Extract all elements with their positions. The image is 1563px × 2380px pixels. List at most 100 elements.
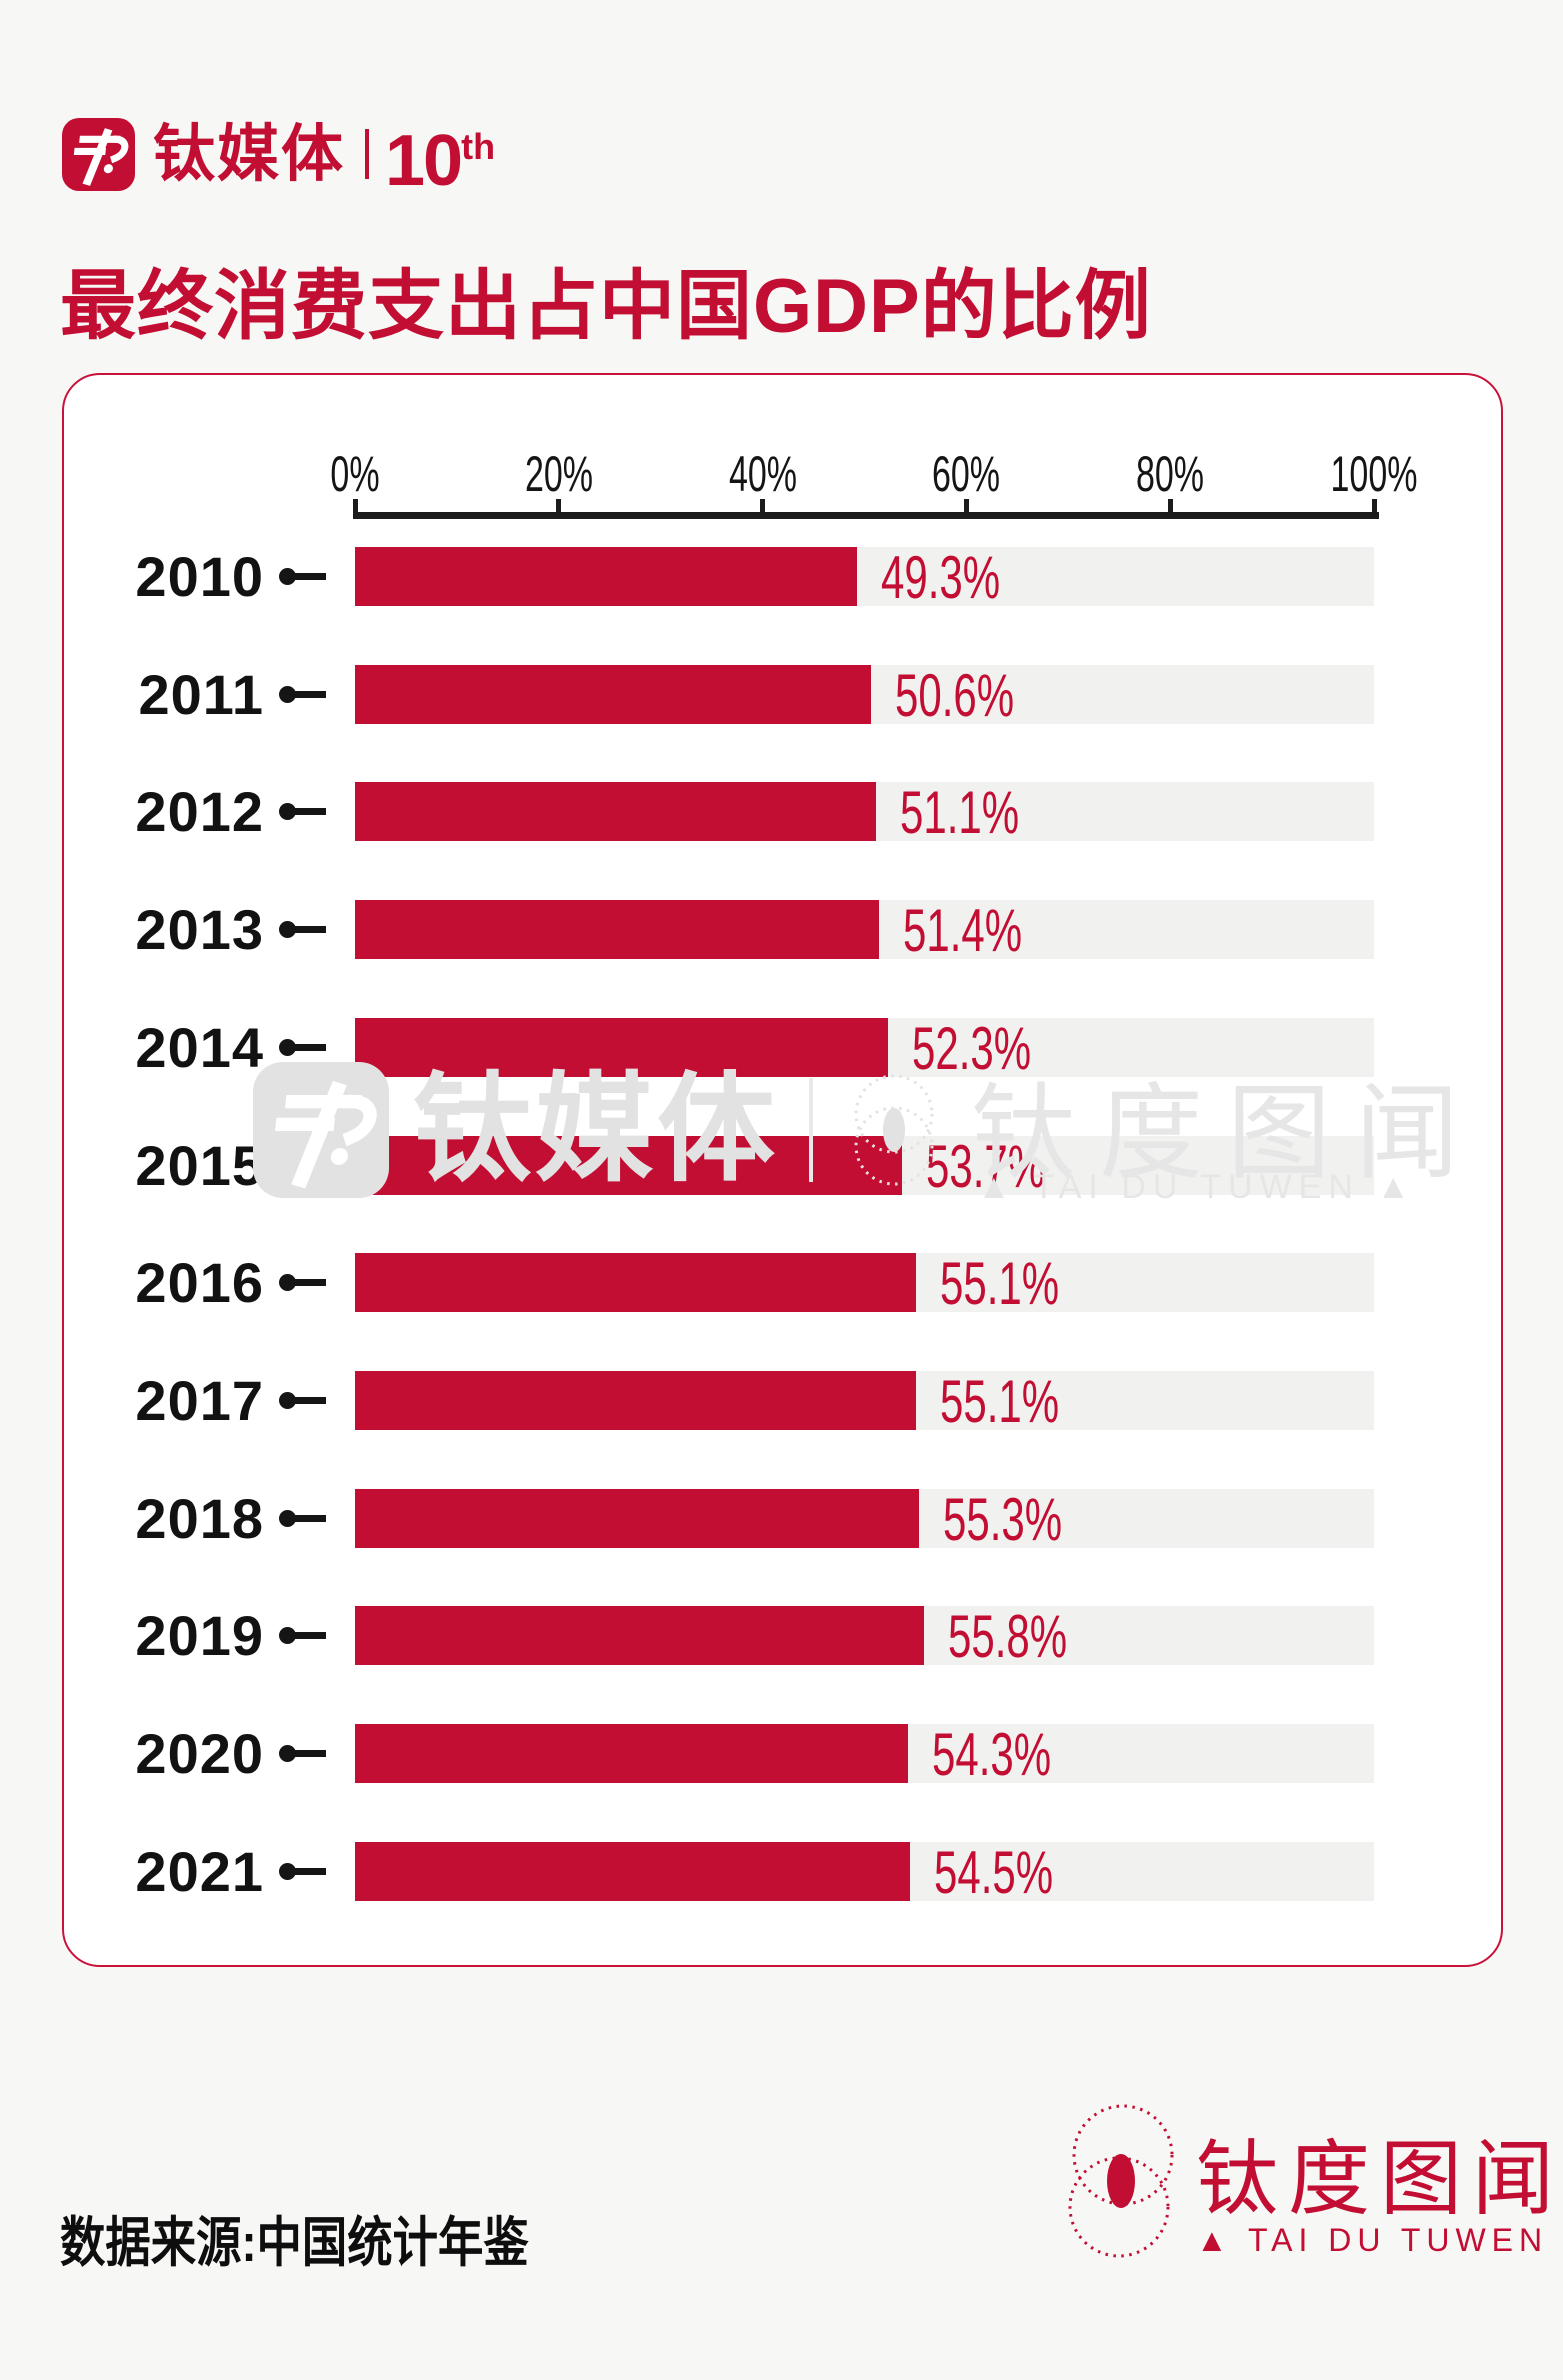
bar [355,1371,917,1430]
bar-value-label: 51.1% [899,779,1019,846]
year-label: 2014 [135,1016,264,1079]
taidu-tuwen-logo-tagline: ▲ TAI DU TUWEN ▲ [1196,2222,1563,2258]
bar [355,1606,924,1665]
table-row: 2013 51.4% [64,897,1501,964]
chart-card: 0% 20% 40% 60% 80% 100% 2010 49.3% 2011 50.6%… [62,373,1503,1967]
tmtpost-t-glyph [73,127,129,186]
x-axis-tick [556,499,562,519]
brand-name: 钛媒体 [153,119,346,189]
bar-value-label: 55.8% [947,1603,1067,1670]
leader-line [292,1279,326,1286]
bar-value-label: 53.7% [926,1133,1046,1200]
table-row: 2017 55.1% [64,1368,1501,1435]
x-axis-tick [1167,499,1173,519]
x-axis-tick-label: 80% [1136,446,1205,502]
bar-track: 52.3% [355,1018,1374,1079]
bar-track: 55.3% [355,1486,1374,1553]
bar-value-label: 55.1% [940,1250,1060,1317]
leader-dot-icon [279,921,296,938]
bar-value-label: 55.1% [940,1368,1060,1435]
taidu-tuwen-logo-name: 钛度图闻 [1196,2134,1563,2225]
year-label: 2012 [135,780,264,843]
x-axis-tick-label: 100% [1330,446,1418,502]
leader-line [292,691,326,698]
year-label: 2015 [135,1134,264,1197]
bar-value-label: 49.3% [881,544,1001,611]
bar [355,1489,919,1548]
table-row: 2016 55.1% [64,1250,1501,1317]
x-axis-tick [963,499,969,519]
bar-track: 55.1% [355,1368,1374,1435]
bar-value-label: 51.4% [902,897,1022,964]
table-row: 2011 50.6% [64,662,1501,729]
header: 钛媒体 10th [62,117,496,198]
anniversary-number: 10 [385,121,463,201]
table-row: 2021 54.5% [64,1839,1501,1906]
bar [355,900,879,959]
leader-line [292,808,326,815]
leader-dot-icon [279,803,296,820]
year-label: 2018 [135,1487,264,1550]
leader-line [292,1868,326,1875]
leader-dot-icon [279,1392,296,1409]
leader-line [292,1044,326,1051]
bar-track: 54.5% [355,1839,1374,1906]
leader-dot-icon [279,1627,296,1644]
x-axis-tick-label: 40% [728,446,797,502]
bar-track: 55.1% [355,1250,1374,1317]
year-label: 2010 [135,545,264,608]
tmtpost-logo-icon [62,117,135,191]
bar [355,547,858,606]
bar-track: 51.4% [355,897,1374,964]
bar [355,1253,917,1312]
table-row: 2010 49.3% [64,544,1501,611]
table-row: 2014 52.3% [64,1016,1501,1079]
leader-dot-icon [279,1039,296,1056]
data-source: 数据来源:中国统计年鉴 [60,2213,529,2273]
taidu-tuwen-eye-icon [1068,2104,1174,2258]
leader-line [292,1632,326,1639]
x-axis-tick [352,499,358,519]
bar-track: 53.7% [355,1133,1374,1200]
bar-track: 54.3% [355,1721,1374,1788]
bar [355,1018,888,1077]
header-divider [365,129,370,179]
bar-track: 55.8% [355,1603,1374,1670]
x-axis-tick-label: 0% [330,446,380,502]
year-label: 2020 [135,1722,264,1785]
bar-value-label: 55.3% [942,1486,1062,1553]
x-axis-tick [760,499,766,519]
bar-track: 50.6% [355,662,1374,729]
anniversary-suffix: th [461,126,496,167]
leader-dot-icon [279,568,296,585]
year-label: 2016 [135,1251,264,1314]
bar-track: 49.3% [355,544,1374,611]
bar [355,1136,903,1195]
bar-value-label: 54.3% [932,1721,1052,1788]
year-label: 2013 [135,898,264,961]
table-row: 2020 54.3% [64,1721,1501,1788]
leader-dot-icon [279,686,296,703]
leader-line [292,1515,326,1522]
leader-dot-icon [279,1863,296,1880]
bar [355,1842,911,1901]
year-label: 2011 [138,663,264,726]
bar-track: 51.1% [355,779,1374,846]
table-row: 2019 55.8% [64,1603,1501,1670]
year-label: 2021 [135,1840,264,1903]
bar [355,665,871,724]
bar [355,1724,909,1783]
bar-value-label: 50.6% [894,662,1014,729]
x-axis-tick-label: 60% [932,446,1001,502]
leader-dot-icon [279,1745,296,1762]
table-row: 2018 55.3% [64,1486,1501,1553]
leader-line [292,573,326,580]
leader-dot-icon [279,1274,296,1291]
table-row: 2015 53.7% [64,1133,1501,1200]
leader-line [292,1397,326,1404]
leader-dot-icon [279,1510,296,1527]
leader-line [292,1162,326,1169]
year-label: 2017 [135,1369,264,1432]
bar-value-label: 54.5% [934,1839,1054,1906]
x-axis-tick-label: 20% [524,446,593,502]
